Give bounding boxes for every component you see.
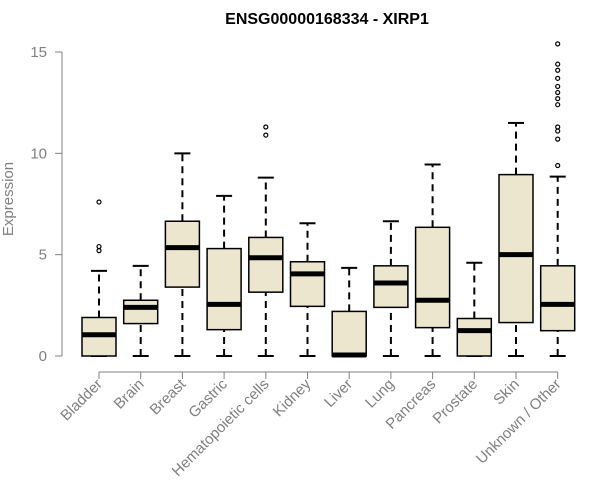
outlier-point [96, 243, 102, 250]
outlier-point [555, 75, 561, 81]
outlier-point [555, 96, 561, 102]
iqr-box [289, 261, 326, 308]
x-tick-label: Liver [321, 376, 356, 411]
y-axis: 0 5 10 15 [30, 44, 63, 365]
x-tick-label: Lung [362, 376, 398, 412]
y-tick-label: 10 [30, 145, 47, 162]
box-hematopoietic-cells [248, 124, 284, 357]
iqr-box [456, 317, 493, 357]
box-prostate [456, 261, 493, 357]
x-tick-label: Skin [490, 376, 523, 409]
x-tick-label: Breast [147, 375, 190, 418]
box-liver [331, 266, 367, 358]
outlier-point [555, 41, 561, 47]
chart-title: ENSG00000168334 - XIRP1 [225, 11, 429, 28]
y-tick-label: 0 [39, 348, 47, 365]
box-gastric [206, 194, 242, 357]
box-lung [373, 220, 409, 357]
box-bladder [81, 199, 117, 357]
outlier-point [555, 61, 561, 67]
iqr-box [206, 247, 242, 331]
iqr-box [122, 299, 159, 325]
x-tick-label: Brain [111, 376, 148, 413]
x-tick-label: Prostate [430, 376, 482, 428]
outlier-point [555, 83, 561, 90]
iqr-box [539, 265, 576, 332]
iqr-box [331, 310, 367, 357]
outlier-point [555, 102, 561, 108]
outlier-point [555, 162, 561, 169]
outlier-point [555, 67, 561, 73]
box-breast [164, 152, 201, 357]
iqr-box [373, 265, 409, 309]
y-tick-label: 5 [39, 247, 47, 264]
iqr-box [248, 236, 284, 293]
iqr-box [164, 220, 201, 288]
iqr-box [414, 226, 451, 329]
outlier-point [555, 128, 561, 134]
x-tick-label: Kidney [270, 375, 315, 420]
outlier-point [555, 124, 561, 130]
iqr-box [498, 173, 534, 324]
box-kidney [289, 222, 326, 357]
outlier-point [555, 136, 561, 142]
outlier-point [96, 199, 102, 205]
outlier-point [555, 89, 561, 96]
box-pancreas [414, 163, 451, 357]
box-brain [122, 264, 159, 357]
box-unknown-other [539, 41, 576, 357]
y-axis-label: Expression [0, 162, 17, 236]
box-skin [498, 121, 534, 357]
plot-area [81, 41, 576, 358]
outlier-point [263, 124, 269, 130]
x-tick-label: Bladder [57, 376, 106, 425]
outlier-point [96, 248, 102, 254]
outlier-point [263, 132, 269, 138]
y-tick-label: 15 [30, 44, 47, 61]
